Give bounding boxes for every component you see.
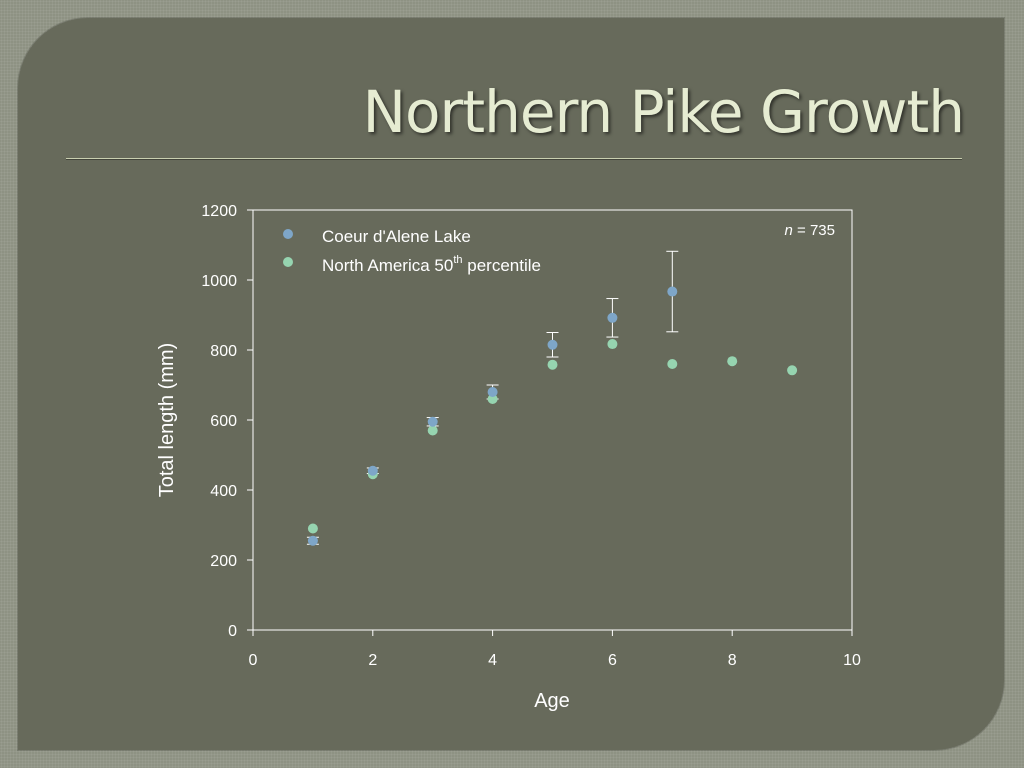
data-point-series-0: [487, 387, 498, 397]
sample-size-n: n: [785, 222, 793, 239]
legend-label-north-america-suffix: percentile: [463, 256, 541, 275]
data-point-series-1: [547, 359, 558, 370]
x-tick-label: 8: [728, 652, 737, 669]
y-axis-ticks: 0 200 400 600 800 1000 1200: [201, 203, 253, 640]
data-point-series-1: [727, 356, 738, 367]
sample-size-annotation: n = 735: [785, 222, 835, 239]
data-point-series-1: [667, 359, 678, 369]
data-point-series-0: [307, 535, 318, 546]
legend-label-north-america-main: North America 50: [322, 256, 453, 275]
legend-label-north-america-sup: th: [453, 254, 462, 266]
x-axis-ticks: 0 2 4 6 8 10: [249, 630, 861, 669]
data-point-series-1: [607, 339, 618, 350]
y-tick-label: 0: [228, 623, 237, 640]
x-tick-label: 0: [249, 652, 258, 669]
data-point-series-1: [307, 523, 318, 534]
data-point-series-0: [607, 312, 618, 323]
x-tick-label: 4: [488, 652, 497, 669]
legend-label-coeur-dalene: Coeur d'Alene Lake: [322, 227, 471, 246]
legend-marker-north-america: [283, 257, 293, 267]
y-tick-label: 800: [210, 343, 237, 360]
legend-label-north-america: North America 50th percentile: [322, 254, 541, 275]
slide-panel: [18, 18, 1004, 750]
x-tick-label: 2: [368, 652, 377, 669]
slide-title: Northern Pike Growth: [362, 78, 965, 146]
data-points: [307, 286, 798, 546]
x-tick-label: 6: [608, 652, 617, 669]
x-tick-label: 10: [843, 652, 861, 669]
legend-marker-coeur-dalene: [283, 229, 293, 239]
data-point-series-1: [487, 394, 498, 404]
y-tick-label: 200: [210, 553, 237, 570]
y-axis-label: Total length (mm): [156, 343, 178, 498]
y-tick-label: 600: [210, 413, 237, 430]
y-tick-label: 400: [210, 483, 237, 500]
y-tick-label: 1000: [201, 273, 237, 290]
data-point-series-0: [667, 286, 678, 297]
data-point-series-1: [787, 365, 798, 376]
legend: Coeur d'Alene Lake North America 50th pe…: [283, 227, 541, 275]
x-axis-label: Age: [534, 690, 570, 712]
y-tick-label: 1200: [201, 203, 237, 220]
data-point-series-0: [547, 339, 558, 350]
data-point-series-1: [427, 425, 438, 436]
sample-size-value: = 735: [793, 222, 835, 239]
title-divider: [66, 158, 962, 159]
data-point-series-0: [367, 465, 378, 476]
data-point-series-0: [427, 416, 438, 427]
